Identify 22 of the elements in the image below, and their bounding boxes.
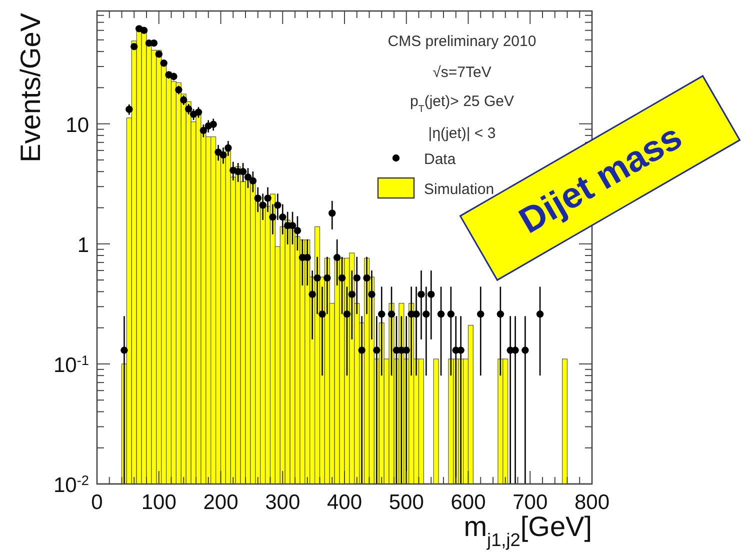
legend-label: Simulation	[424, 181, 494, 198]
x-tick-label: 200	[203, 491, 238, 514]
y-tick-label: 10$^{-2}$	[54, 472, 89, 497]
x-tick-label: 400	[326, 491, 362, 514]
x-tick-label: 800	[574, 491, 610, 514]
y-axis-title: Events/GeV	[15, 12, 46, 162]
y-tick-label: 10$^{-1}$	[54, 352, 89, 377]
x-tick-label: 300	[265, 491, 300, 514]
x-tick-label: 0	[91, 491, 103, 514]
y-tick-label: 10	[66, 114, 89, 137]
annotation: √s=7TeV	[432, 64, 492, 81]
legend-label: Data	[424, 151, 456, 168]
x-tick-label: 100	[141, 491, 176, 514]
annotation: p$_{T}$(jet)> 25 GeV	[410, 93, 514, 114]
x-tick-label: 700	[512, 491, 548, 514]
x-tick-label: 600	[450, 491, 486, 514]
annotation: Dijet mass	[512, 116, 688, 242]
y-tick-label: 1	[77, 234, 89, 257]
x-axis-title: m$_{j1,j2}$[GeV]	[464, 511, 592, 550]
annotation: CMS preliminary 2010	[388, 33, 536, 50]
annotation: |η(jet)| < 3	[428, 125, 496, 142]
x-tick-label: 500	[388, 491, 424, 514]
